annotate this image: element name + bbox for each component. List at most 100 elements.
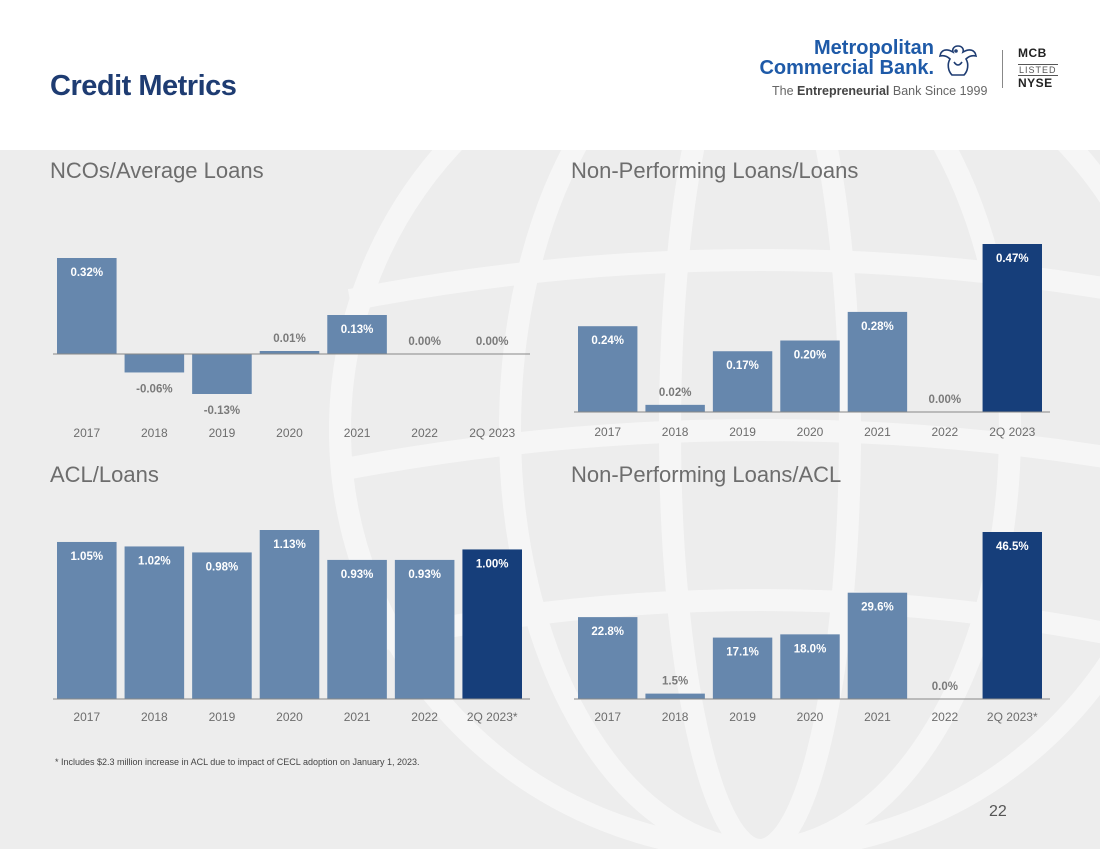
category-label: 2017 [594, 425, 621, 439]
category-label: 2018 [141, 426, 168, 440]
data-label: 1.05% [70, 551, 103, 563]
company-logo: Metropolitan Commercial Bank. The Entrep… [759, 36, 1070, 106]
category-label: 2017 [73, 426, 100, 440]
bar-2017 [578, 326, 638, 412]
logo-line-2: Commercial Bank. [759, 57, 934, 79]
category-label: 2021 [344, 710, 371, 724]
footnote: * Includes $2.3 million increase in ACL … [55, 757, 420, 767]
bar-2019 [712, 637, 773, 699]
data-label: 0.93% [341, 569, 374, 581]
data-label: 0.28% [861, 321, 894, 333]
logo-ticker: MCB [1018, 46, 1047, 60]
bar-2020 [780, 340, 840, 412]
category-label: 2020 [276, 710, 303, 724]
bar-2020 [259, 351, 320, 354]
logo-exchange: NYSE [1018, 76, 1053, 90]
bar-2018 [645, 404, 705, 412]
category-label: 2017 [594, 710, 621, 724]
category-label: 2019 [729, 710, 756, 724]
category-label: 2020 [797, 425, 824, 439]
data-label: 0.02% [659, 387, 692, 399]
category-label: 2018 [662, 710, 689, 724]
category-label: 2Q 2023 [989, 425, 1035, 439]
bar-2q-2023 [982, 244, 1042, 412]
bar-2017 [57, 258, 117, 354]
data-label: 29.6% [861, 602, 894, 614]
data-label: 18.0% [794, 643, 827, 655]
category-label: 2021 [864, 425, 891, 439]
chart-title-ncos: NCOs/Average Loans [50, 158, 264, 183]
data-label: 1.5% [662, 676, 688, 688]
category-label: 2018 [141, 710, 168, 724]
data-label: 0.00% [408, 336, 441, 348]
bar-2022 [394, 559, 455, 699]
data-label: 0.98% [206, 561, 239, 573]
bar-2018 [124, 546, 185, 699]
data-label: -0.13% [204, 405, 240, 417]
bar-2021 [327, 559, 387, 699]
logo-listed: LISTED [1018, 64, 1058, 76]
data-label: 0.93% [408, 569, 441, 581]
data-label: 0.24% [591, 335, 624, 347]
category-label: 2Q 2023* [987, 710, 1038, 724]
chart-title-npl-loans: Non-Performing Loans/Loans [571, 158, 859, 183]
data-label: 46.5% [996, 541, 1029, 553]
logo-tagline: The Entrepreneurial Bank Since 1999 [772, 84, 988, 98]
category-label: 2019 [729, 425, 756, 439]
category-label: 2019 [209, 710, 236, 724]
data-label: 0.0% [932, 681, 958, 693]
category-label: 2019 [209, 426, 236, 440]
bar-2018 [645, 693, 705, 699]
bar-2021 [327, 315, 387, 354]
category-label: 2020 [276, 426, 303, 440]
bar-2018 [124, 354, 185, 373]
bar-2020 [780, 634, 840, 699]
bar-2019 [192, 354, 252, 394]
data-label: 1.02% [138, 555, 171, 567]
bar-2019 [712, 351, 773, 412]
chart-title-npl-acl: Non-Performing Loans/ACL [571, 462, 842, 487]
page-title: Credit Metrics [50, 70, 237, 102]
bar-2020 [259, 530, 320, 699]
category-label: 2022 [411, 426, 438, 440]
data-label: 22.8% [591, 626, 624, 638]
data-label: 0.01% [273, 333, 306, 345]
data-label: -0.06% [136, 383, 172, 395]
chart-title-acl-loans: ACL/Loans [50, 462, 159, 487]
bar-2019 [192, 552, 252, 699]
data-label: 0.32% [70, 267, 103, 279]
data-label: 0.00% [929, 394, 962, 406]
bar-2q-2023- [462, 549, 522, 699]
eagle-icon [939, 45, 977, 76]
data-label: 0.17% [726, 360, 759, 372]
category-label: 2Q 2023 [469, 426, 515, 440]
bar-2017 [578, 617, 638, 699]
logo-line-1: Metropolitan [814, 37, 934, 59]
data-label: 0.47% [996, 253, 1029, 265]
data-label: 17.1% [726, 647, 759, 659]
bar-2017 [57, 541, 117, 699]
data-label: 0.20% [794, 350, 827, 362]
page-number: 22 [989, 803, 1007, 820]
data-label: 1.13% [273, 539, 306, 551]
category-label: 2022 [932, 710, 959, 724]
category-label: 2022 [411, 710, 438, 724]
category-label: 2021 [864, 710, 891, 724]
data-label: 0.00% [476, 336, 509, 348]
bar-2021 [847, 592, 908, 699]
category-label: 2022 [932, 425, 959, 439]
data-label: 1.00% [476, 558, 509, 570]
category-label: 2021 [344, 426, 371, 440]
logo-divider [1002, 50, 1003, 88]
category-label: 2Q 2023* [467, 710, 518, 724]
category-label: 2018 [662, 425, 689, 439]
bar-2021 [847, 311, 908, 412]
category-label: 2017 [73, 710, 100, 724]
data-label: 0.13% [341, 324, 374, 336]
category-label: 2020 [797, 710, 824, 724]
bar-2q-2023- [982, 532, 1042, 699]
